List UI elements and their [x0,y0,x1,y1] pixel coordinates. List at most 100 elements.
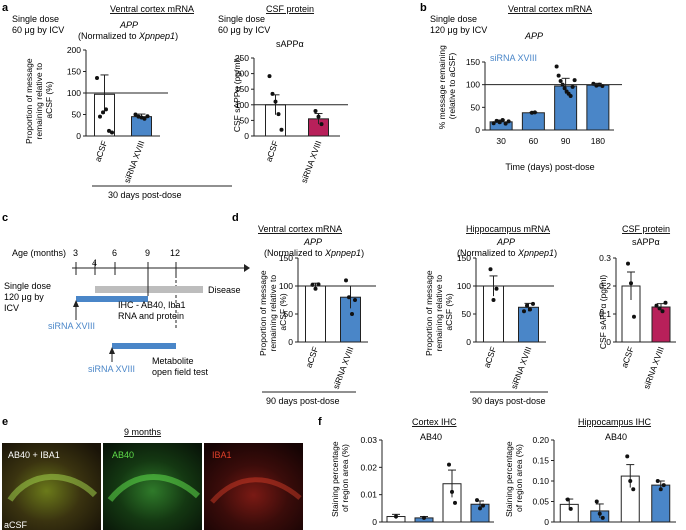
data-point [491,298,496,302]
data-point [313,109,318,114]
a-ylabel: Proportion of message remaining relative… [24,56,54,144]
c-arrow-2-head [109,347,115,354]
d-vc-norm: (Normalized to Xpnpep1) [264,248,364,258]
bar [586,84,610,131]
y-tick-label: 0 [606,337,611,347]
y-tick-label: 0.05 [532,497,549,507]
data-point [528,307,532,312]
f-hippo-ylabel: Staining percentage of region area (%) [504,439,524,517]
data-point [625,454,630,459]
data-point [632,314,636,319]
y-tick-label: 0.2 [599,281,611,291]
d-hc-title: Hippocampus mRNA [466,224,550,234]
y-tick-label: 0.3 [599,253,611,263]
c-disease-label: Disease [208,285,241,295]
data-point [531,301,535,306]
c-age: Age (months) [12,248,66,258]
data-point [522,309,526,314]
d-csf-title: CSF protein [622,224,670,234]
c-timeline-arrowhead [244,264,250,272]
category-label: siRNA XVIII [299,139,324,184]
data-point [629,281,633,286]
chart-a_mrna: 0 50 100 150 200 aCSF siRNA XVIII [67,45,168,184]
data-point [657,306,662,311]
b-xlabel: Time (days) post-dose [505,162,594,172]
c-sirna-1: siRNA XVIII [48,321,95,331]
e-label-iba1: IBA1 [212,450,232,460]
data-point [270,91,275,96]
d-hc-gene: APP [496,237,515,247]
category-label: aCSF [93,139,110,163]
e-title: 9 months [124,427,162,437]
data-point [503,121,508,126]
panel-label-c: c [2,212,8,224]
d-hc-ylabel: Proportion of message remaining relative… [424,268,454,356]
chart-f_cortex: 0 0.01 0.02 0.03 [360,435,494,527]
data-point [529,110,534,115]
data-point [565,497,570,502]
b-dose-line1: Single dose [430,14,477,24]
f-hippo-title: Hippocampus IHC [578,417,652,427]
data-point [631,487,636,492]
y-tick-label: 0.15 [532,456,549,466]
y-tick-label: 100 [235,100,249,110]
data-point [481,503,485,508]
data-point [497,120,502,125]
panel-label-b: b [420,2,427,14]
bar [521,112,545,131]
data-point [276,112,281,117]
c-tick-label-6: 6 [112,248,117,258]
data-point [133,112,138,117]
data-point [145,114,150,119]
data-point [107,128,111,133]
c-arrow-1-head [73,300,79,307]
a-dose-line1: Single dose [12,14,59,24]
y-tick-label: 50 [471,102,481,112]
category-label: siRNA XVIII [641,345,666,390]
data-point [347,295,351,300]
b-legend: siRNA XVIII [490,53,537,63]
bar [518,306,539,343]
data-point [554,64,559,69]
y-tick-label: 150 [457,253,471,263]
y-tick-label: 0 [76,131,81,141]
data-point [654,303,659,308]
data-point [500,118,505,123]
y-tick-label: 0.10 [532,476,549,486]
category-label: 90 [561,136,571,146]
c-dose: Single dose 120 μg by ICV [4,281,54,313]
plots-layer: 0 50 100 150 200 aCSF siRNA XVIII 0 50 100 150 200 2… [67,45,676,527]
chart-d_csf: 0 0.1 0.2 0.3 aCSF siRNA XVIII [599,253,676,390]
f-cortex-title: Cortex IHC [412,417,457,427]
data-point [142,116,147,121]
y-tick-label: 200 [235,69,249,79]
a-post-text: 30 days post-dose [108,190,182,200]
y-tick-label: 0.01 [360,490,377,500]
data-point [494,286,499,291]
y-tick-label: 200 [67,45,81,55]
data-point [626,261,630,266]
a-csf-ylabel: CSF sAPPα (pg/ml) [232,58,242,133]
data-point [506,119,511,124]
a-dose-line2: 60 μg by ICV [12,25,64,35]
b-gene: APP [524,31,543,41]
e-row-label: aCSF [4,520,28,530]
y-tick-label: 100 [279,281,293,291]
d-hc-post-text: 90 days post-dose [472,396,546,406]
y-tick-label: 0 [288,337,293,347]
a-csf-dose-line2: 60 μg by ICV [218,25,270,35]
c-treatment-bar-1 [76,296,148,302]
data-point [350,312,354,316]
data-point [488,267,493,272]
data-point [422,515,426,520]
y-tick-label: 50 [462,309,472,319]
panel-label-f: f [318,416,322,428]
category-label: aCSF [264,139,281,163]
chart-d_vc: 0 50 100 150 aCSF siRNA XVIII [279,253,376,390]
data-point [568,94,573,98]
y-tick-label: 50 [240,115,250,125]
data-point [556,73,561,78]
data-point [313,286,318,291]
category-label: aCSF [304,345,321,369]
data-point [110,130,114,135]
